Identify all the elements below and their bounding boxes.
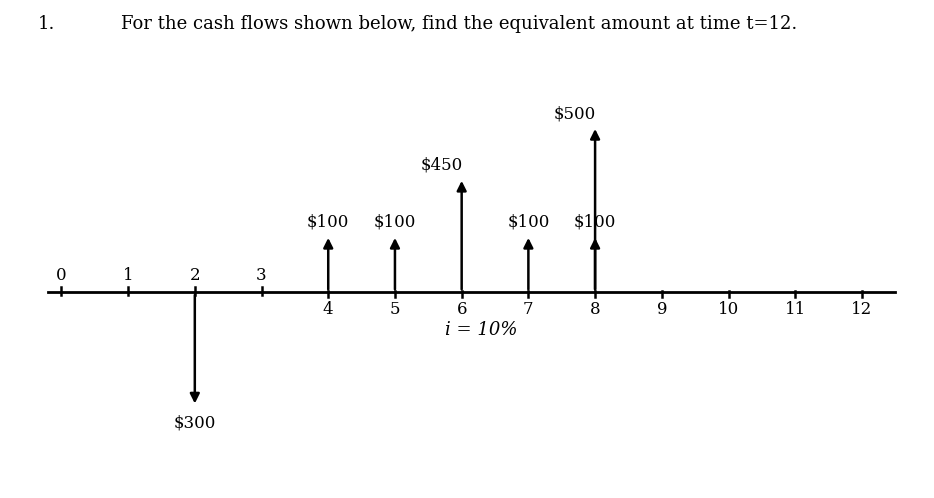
Text: $500: $500 bbox=[554, 105, 596, 122]
Text: 1: 1 bbox=[122, 267, 134, 284]
Text: 10: 10 bbox=[718, 301, 739, 318]
Text: i = 10%: i = 10% bbox=[446, 321, 518, 339]
Text: $100: $100 bbox=[374, 214, 417, 231]
Text: 2: 2 bbox=[190, 267, 200, 284]
Text: 9: 9 bbox=[657, 301, 667, 318]
Text: 6: 6 bbox=[457, 301, 467, 318]
Text: 3: 3 bbox=[256, 267, 267, 284]
Text: 0: 0 bbox=[56, 267, 66, 284]
Text: 4: 4 bbox=[323, 301, 333, 318]
Text: 12: 12 bbox=[851, 301, 872, 318]
Text: $450: $450 bbox=[420, 157, 462, 174]
Text: $100: $100 bbox=[307, 214, 349, 231]
Text: 5: 5 bbox=[389, 301, 400, 318]
Text: 11: 11 bbox=[785, 301, 806, 318]
Text: $100: $100 bbox=[573, 214, 616, 231]
Text: 1.: 1. bbox=[37, 15, 55, 33]
Text: $300: $300 bbox=[174, 414, 216, 431]
Text: $100: $100 bbox=[507, 214, 549, 231]
Text: For the cash flows shown below, find the equivalent amount at time t=12.: For the cash flows shown below, find the… bbox=[121, 15, 798, 33]
Text: 7: 7 bbox=[523, 301, 533, 318]
Text: 8: 8 bbox=[589, 301, 601, 318]
